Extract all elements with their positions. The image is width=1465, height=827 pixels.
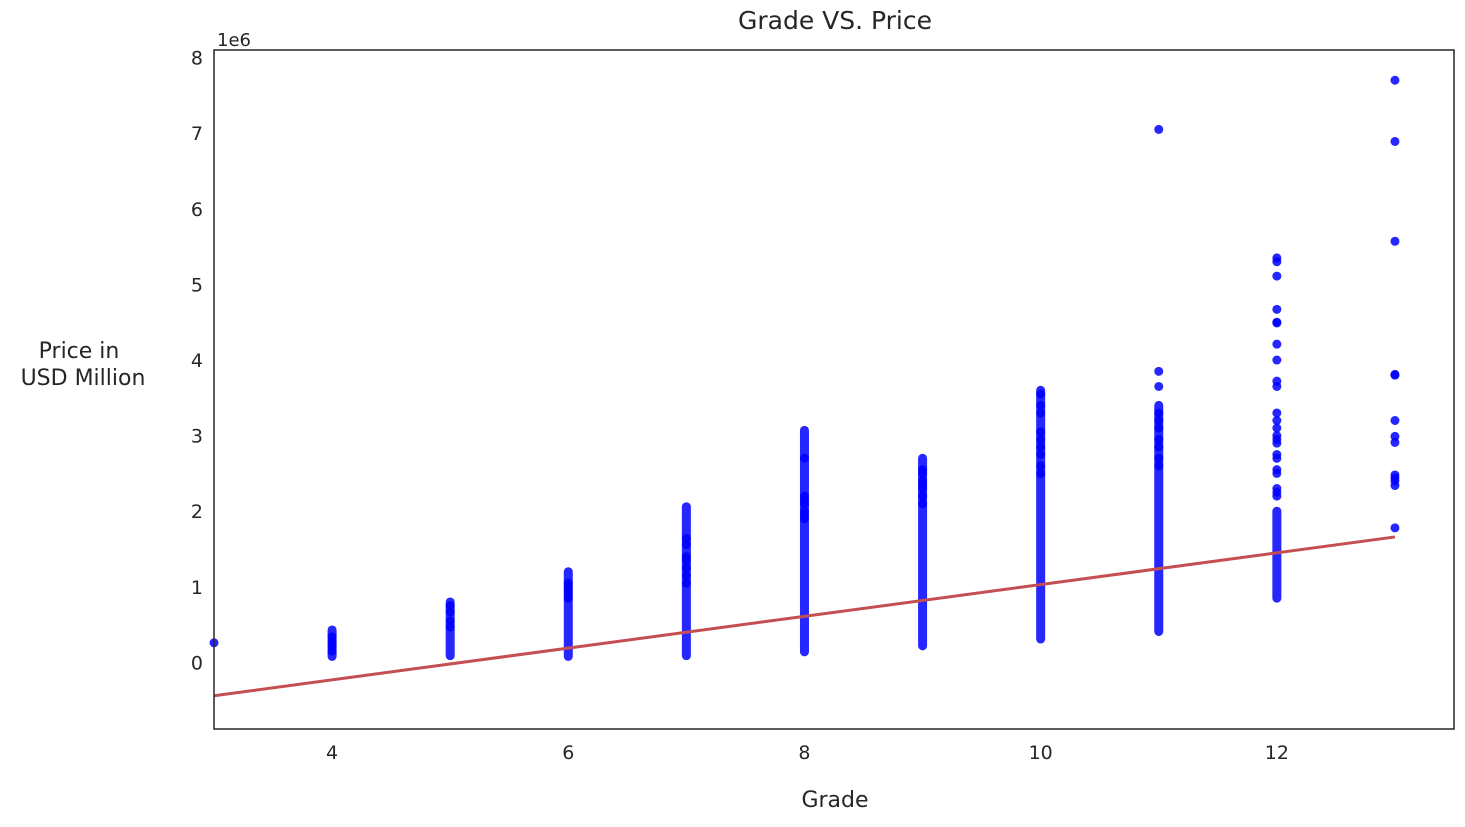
data-point [918,484,928,494]
data-point [1036,434,1046,444]
regression-line [213,535,1396,698]
y-tick-label: 3 [191,426,203,448]
data-point [1272,271,1282,281]
x-tick-label: 12 [1265,742,1289,764]
plot-frame [213,49,1455,730]
data-point [1390,481,1400,491]
data-point [1272,339,1282,349]
data-point [1390,75,1400,85]
x-tick-label: 8 [798,742,810,764]
data-point [918,491,928,501]
y-offset-text: 1e6 [217,30,251,51]
data-point [1272,491,1282,501]
regression-lines [213,535,1396,698]
y-axis-label-line-1: Price in [39,339,120,364]
x-tick-label: 4 [326,742,338,764]
data-point [1390,136,1400,146]
data-point [1272,318,1282,328]
data-point [799,499,809,509]
y-axis-label-line-2: USD Million [21,366,146,391]
y-tick-label: 8 [191,48,203,70]
data-point [1036,450,1046,460]
data-point [1390,523,1400,533]
data-point [1036,461,1046,471]
y-tick-label: 6 [191,199,203,221]
x-tick-label: 6 [562,742,574,764]
data-point [1036,408,1046,418]
data-point [918,468,928,478]
data-point [1154,442,1164,452]
data-point [1272,381,1282,391]
data-point [1154,124,1164,134]
x-tick-label: 10 [1029,742,1053,764]
data-point [681,555,691,565]
data-point [1272,438,1282,448]
data-point [799,514,809,524]
y-tick-label: 2 [191,501,203,523]
x-axis-label: Grade [801,788,868,813]
data-point [1272,257,1282,267]
data-point [1272,408,1282,418]
data-point [1272,304,1282,314]
data-point [681,578,691,588]
data-point [1390,437,1400,447]
data-point [918,499,928,509]
data-point [1272,423,1282,433]
data-point [1154,453,1164,463]
data-point [1036,442,1046,452]
data-point [1390,416,1400,426]
data-point [445,607,455,617]
data-points [209,75,1400,661]
data-point [1272,468,1282,478]
data-point [1390,369,1400,379]
chart-title: Grade VS. Price [738,6,932,35]
data-point [1272,355,1282,365]
data-point [1154,423,1164,433]
data-point [1154,434,1164,444]
data-point [1036,427,1046,437]
y-axis-ticks: 0 1 2 3 4 5 6 7 8 [191,48,203,675]
data-point [1154,416,1164,426]
data-point [1036,400,1046,410]
data-point [1154,366,1164,376]
data-point [799,453,809,463]
data-point [1154,461,1164,471]
data-point [1272,416,1282,426]
data-point [327,646,337,656]
data-point [681,563,691,573]
data-point [1036,468,1046,478]
data-point [1154,381,1164,391]
data-point [681,571,691,581]
y-tick-label: 5 [191,274,203,296]
data-point [1036,389,1046,399]
data-point [681,540,691,550]
y-tick-label: 7 [191,123,203,145]
x-axis-ticks: 4 6 8 10 12 [326,742,1289,764]
y-tick-label: 1 [191,577,203,599]
data-point [1154,408,1164,418]
y-tick-label: 0 [191,652,203,674]
y-tick-label: 4 [191,350,203,372]
data-point [445,622,455,632]
data-point [563,593,573,603]
data-point [1272,453,1282,463]
data-point [1390,236,1400,246]
